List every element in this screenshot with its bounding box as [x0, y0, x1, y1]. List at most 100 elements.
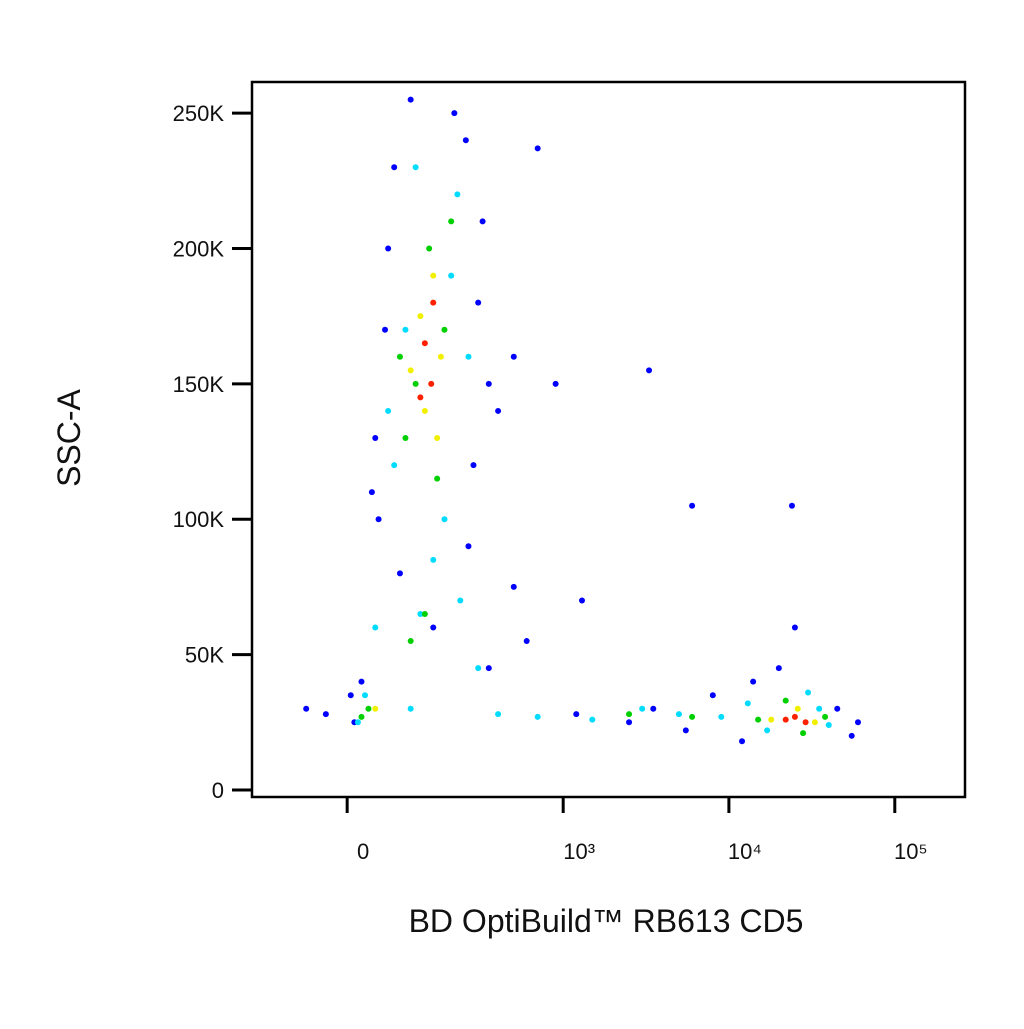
- x-tick-label: 0: [357, 839, 369, 864]
- event-point: [303, 705, 310, 712]
- event-point: [448, 218, 455, 225]
- event-point: [626, 711, 633, 718]
- event-point: [834, 705, 841, 712]
- event-point: [791, 713, 798, 720]
- event-point: [407, 96, 414, 103]
- event-point: [485, 380, 492, 387]
- event-point: [391, 164, 398, 171]
- event-point: [589, 716, 596, 723]
- event-point: [650, 705, 657, 712]
- event-point: [465, 353, 472, 360]
- event-point: [675, 711, 682, 718]
- event-point: [430, 272, 437, 279]
- event-point: [523, 638, 530, 645]
- event-point: [755, 716, 762, 723]
- event-point: [402, 435, 409, 442]
- event-point: [739, 738, 746, 745]
- event-point: [475, 299, 482, 306]
- event-point: [805, 689, 812, 696]
- event-point: [354, 719, 361, 726]
- event-point: [372, 435, 379, 442]
- event-point: [573, 711, 580, 718]
- event-point: [430, 624, 437, 631]
- event-point: [417, 313, 424, 320]
- event-point: [426, 245, 433, 252]
- event-point: [441, 326, 448, 333]
- event-point: [495, 407, 502, 414]
- event-point: [552, 380, 559, 387]
- event-point: [417, 394, 424, 401]
- event-point: [412, 380, 419, 387]
- y-tick-label: 150K: [173, 372, 225, 397]
- event-point: [375, 516, 382, 523]
- event-point: [407, 705, 414, 712]
- event-point: [451, 110, 458, 117]
- event-point: [421, 340, 428, 347]
- event-point: [639, 705, 646, 712]
- event-point: [421, 610, 428, 617]
- event-point: [848, 732, 855, 739]
- event-point: [465, 543, 472, 550]
- event-point: [365, 705, 372, 712]
- event-point: [718, 713, 725, 720]
- event-point: [788, 502, 795, 509]
- event-point: [475, 665, 482, 672]
- event-point: [750, 678, 757, 685]
- event-point: [689, 713, 696, 720]
- x-tick-label: 10⁵: [894, 839, 928, 864]
- event-point: [462, 137, 469, 144]
- event-point: [479, 218, 486, 225]
- event-point: [800, 730, 807, 737]
- event-point: [457, 597, 464, 604]
- event-point: [782, 697, 789, 704]
- event-point: [441, 516, 448, 523]
- event-point: [689, 502, 696, 509]
- event-point: [448, 272, 455, 279]
- event-point: [372, 624, 379, 631]
- event-point: [791, 624, 798, 631]
- event-point: [396, 570, 403, 577]
- event-point: [417, 610, 424, 617]
- event-point: [430, 299, 437, 306]
- event-point: [768, 716, 775, 723]
- event-point: [437, 353, 444, 360]
- event-point: [402, 326, 409, 333]
- y-tick-label: 100K: [173, 507, 225, 532]
- event-point: [646, 367, 653, 374]
- event-point: [412, 164, 419, 171]
- event-point: [470, 462, 477, 469]
- y-tick-label: 200K: [173, 236, 225, 261]
- event-point: [534, 713, 541, 720]
- event-point: [361, 692, 368, 699]
- plot-frame: [250, 80, 967, 799]
- event-point: [854, 719, 861, 726]
- event-point: [322, 711, 329, 718]
- event-point: [385, 245, 392, 252]
- event-point: [822, 713, 829, 720]
- event-point: [385, 407, 392, 414]
- y-tick-label: 0: [212, 778, 224, 803]
- event-point: [709, 692, 716, 699]
- event-point: [534, 145, 541, 152]
- event-point: [764, 727, 771, 734]
- event-point: [811, 719, 818, 726]
- event-point: [391, 462, 398, 469]
- event-point: [682, 727, 689, 734]
- y-axis-title: SSC-A: [51, 388, 87, 486]
- event-point: [816, 705, 823, 712]
- event-point: [782, 716, 789, 723]
- event-point: [428, 380, 435, 387]
- event-point: [382, 326, 389, 333]
- event-point: [434, 435, 441, 442]
- event-point: [454, 191, 461, 198]
- x-tick-label: 10³: [563, 839, 595, 864]
- event-point: [434, 475, 441, 482]
- event-point: [407, 638, 414, 645]
- event-point: [358, 678, 365, 685]
- event-point: [347, 692, 354, 699]
- event-point: [802, 719, 809, 726]
- event-point: [626, 719, 633, 726]
- event-point: [407, 367, 414, 374]
- event-point: [368, 489, 375, 496]
